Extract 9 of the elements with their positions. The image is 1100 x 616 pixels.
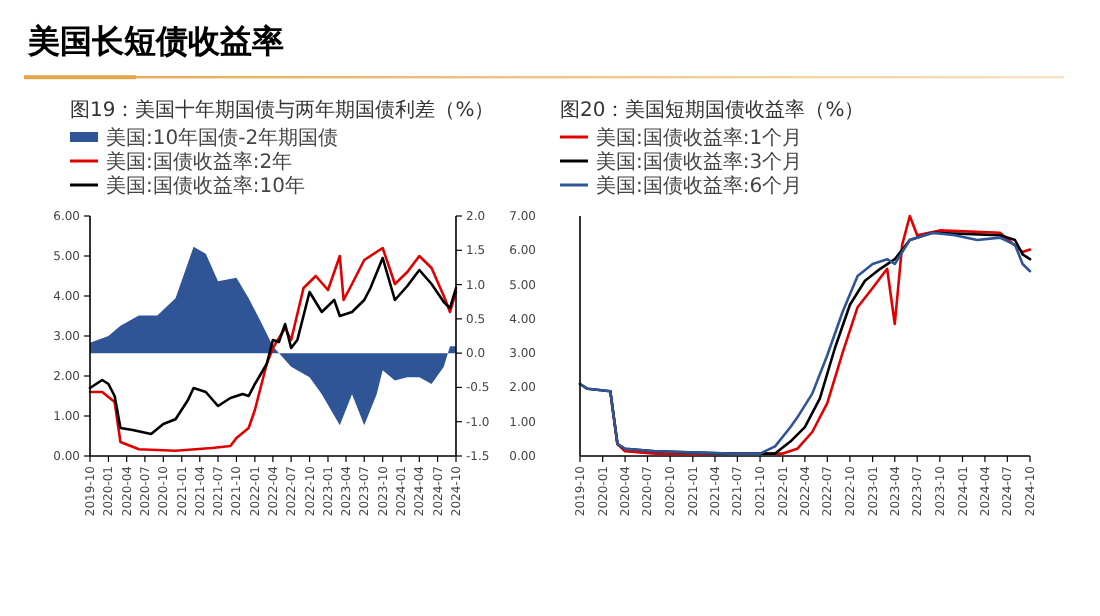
legend-label: 美国:国债收益率:6个月 — [596, 174, 803, 198]
legend-label: 美国:10年国债-2年期国债 — [106, 126, 339, 150]
chart-subtitle: 图19：美国十年期国债与两年期国债利差（%） — [70, 98, 495, 122]
legend-label: 美国:国债收益率:10年 — [106, 174, 305, 198]
chart-subtitle: 图20：美国短期国债收益率（%） — [560, 98, 865, 122]
legend-label: 美国:国债收益率:2年 — [106, 150, 293, 174]
legend-label: 美国:国债收益率:3个月 — [596, 150, 803, 174]
legend-label: 美国:国债收益率:1个月 — [596, 126, 803, 150]
chart-title: 美国长短债收益率 — [26, 22, 284, 60]
